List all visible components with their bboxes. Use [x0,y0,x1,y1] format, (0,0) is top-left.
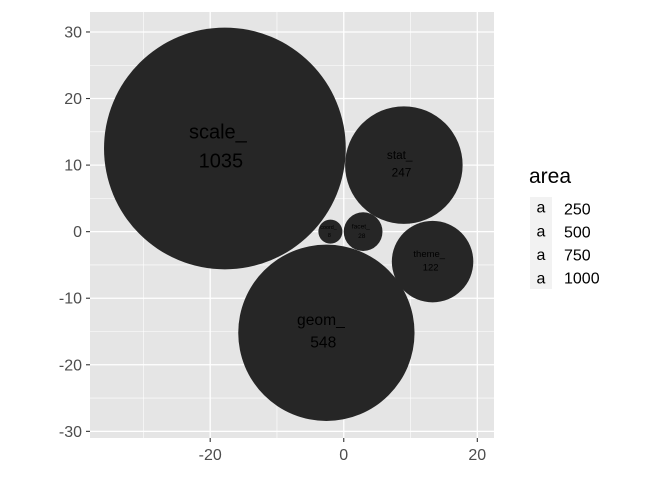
y-tick-label: -10 [59,291,82,308]
bubble-geom [238,244,415,421]
bubble-count-label: 247 [392,165,412,179]
y-tick-label: -20 [59,357,82,374]
bubble-name-label: facet_ [352,223,370,230]
legend-label: 750 [564,248,591,265]
bubble-name-label: geom_ [297,312,345,329]
legend-key-glyph: a [537,247,546,264]
bubbles [104,27,474,421]
y-tick-label: 30 [64,24,82,41]
x-tick-label: -20 [199,447,222,464]
legend-label: 250 [564,202,591,219]
legend-key-glyph: a [537,271,546,288]
bubble-name-label: theme_ [413,249,445,260]
legend-key [530,266,552,289]
legend-key-glyph: a [537,200,546,217]
bubble-name-label: coord_ [320,225,337,231]
y-tick-label: 20 [64,91,82,108]
y-axis: -30 -20 -10 0 10 20 30 [59,24,90,441]
bubble-count-label: 122 [423,263,439,274]
bubble-facet [343,212,383,252]
legend-key [530,197,552,220]
bubble-count-label: 1035 [199,150,244,172]
bubble-theme [391,220,474,303]
bubble-count-label: 548 [310,335,336,352]
legend-label: 500 [564,225,591,242]
y-tick-label: 0 [73,224,82,241]
x-tick-label: 0 [339,447,348,464]
legend-key-glyph: a [537,223,546,240]
legend: area a 250 a 500 a 750 a 1000 [529,165,600,289]
y-tick-label: 10 [64,158,82,175]
y-tick-label: -30 [59,424,82,441]
bubble-name-label: stat_ [387,148,413,162]
x-axis: -20 0 20 [199,438,486,464]
bubble-stat [345,106,463,224]
bubble-count-label: 8 [328,233,331,239]
bubble-scale [104,27,346,270]
x-tick-label: 20 [468,447,486,464]
bubble-labels: scale_ 1035 geom_ 548 stat_ 247 theme_ 122 facet… [189,121,446,351]
bubble-count-label: 28 [358,233,366,240]
legend-label: 1000 [564,271,600,288]
bubble-coord [318,219,343,244]
legend-title: area [529,165,571,188]
bubble-name-label: scale_ [189,121,248,143]
legend-key [530,220,552,243]
legend-key [530,243,552,266]
